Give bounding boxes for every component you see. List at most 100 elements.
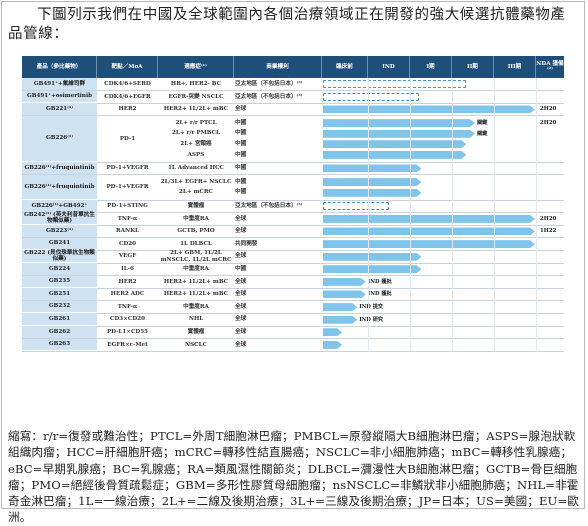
rights-cell: 全球 bbox=[235, 253, 247, 260]
progress-bar bbox=[323, 178, 421, 186]
target-cell: PD-1+VEGFR bbox=[106, 184, 149, 191]
rights-cell: 中國 bbox=[235, 151, 247, 158]
phase-divider bbox=[536, 78, 537, 352]
page-frame bbox=[1, 1, 585, 509]
pipeline-group: GB221⁽¹⁾ HER2 HER2+ 1L/2L+ mBC 全球 2H20 bbox=[22, 103, 564, 116]
progress-bar bbox=[323, 140, 466, 148]
pipeline-group: GB251 HER2 ADC HER2+ 1L/2L+ mBC 全球 IND 獲批 bbox=[22, 288, 564, 301]
header-phase2: II期 bbox=[452, 56, 494, 78]
pipeline-group: GB261 CD3×CD20 NHL 全球 IND 研究 bbox=[22, 313, 564, 326]
row-divider bbox=[22, 174, 564, 176]
asset-cell: GB226⁽¹⁾ bbox=[22, 115, 97, 163]
rights-cell: 全球 bbox=[235, 215, 247, 222]
indication-cell: 中重度RA bbox=[183, 303, 209, 310]
progress-bar bbox=[323, 240, 535, 248]
pipeline-group: GB491⁺+osimertinib CDK4/6+EGFR EGFR-突變 NSC… bbox=[22, 90, 564, 104]
target-cell: VEGF bbox=[118, 253, 137, 260]
asset-cell: GB226⁽¹⁾+fruquintinib bbox=[22, 174, 97, 200]
indication-cell: EGFR-突變 NSCLC bbox=[168, 93, 224, 100]
pipeline-group: GB235 HER2 HER2+ 1L/2L+ mBC 全球 IND 獲批 bbox=[22, 275, 564, 289]
asset-cell: GB251 bbox=[22, 288, 97, 301]
target-cell: IL-6 bbox=[121, 266, 134, 273]
progress-bar bbox=[323, 130, 475, 138]
row-divider bbox=[22, 102, 564, 104]
pipeline-group: GB262 PD-L1×CD55 實體瘤 全球 bbox=[22, 326, 564, 339]
footnote: 縮寫：r/r=復發或難治性；PTCL=外周T細胞淋巴瘤；PMBCL=原發縱隔大B… bbox=[8, 428, 580, 526]
progress-bar bbox=[323, 303, 357, 311]
indication-cell: NHL bbox=[188, 316, 204, 323]
asset-cell: GB224 bbox=[22, 263, 97, 276]
pipeline-table: 產品（參比藥物） 靶點／MoA 適應症⁽¹⁾ 商業權利 臨床前 IND I期 I… bbox=[22, 56, 564, 352]
progress-bar bbox=[323, 92, 420, 101]
progress-bar bbox=[323, 316, 357, 324]
target-cell: HER2 ADC bbox=[110, 291, 145, 298]
target-cell: CDK4/6+SERD bbox=[104, 81, 151, 88]
row-divider bbox=[22, 275, 564, 277]
target-cell: PD-1 bbox=[119, 135, 136, 142]
rights-cell: 全球 bbox=[235, 329, 247, 336]
rights-cell: 全球 bbox=[235, 106, 247, 113]
rights-cell: 全球 bbox=[235, 228, 247, 235]
table-header: 產品（參比藥物） 靶點／MoA 適應症⁽¹⁾ 商業權利 臨床前 IND I期 I… bbox=[22, 56, 564, 78]
row-divider bbox=[22, 249, 564, 251]
row-divider bbox=[22, 338, 564, 340]
row-divider bbox=[22, 350, 564, 352]
progress-bar bbox=[323, 202, 390, 211]
rights-cell: 中國 bbox=[235, 119, 247, 126]
row-divider bbox=[22, 300, 564, 302]
rights-cell: 全球 bbox=[235, 278, 247, 285]
intro-paragraph: 下圖列示我們在中國及全球範圍內各個治療領域正在開發的強大候選抗體藥物產品管線： bbox=[8, 6, 580, 44]
pipeline-group: GB222 (貝伐珠單抗生物類似藥) VEGF 2L+ GBM, 1L/2L mNS… bbox=[22, 250, 564, 263]
target-cell: CD3×CD20 bbox=[110, 316, 145, 323]
phase-divider bbox=[410, 78, 411, 352]
indication-cell: 2L+ GBM, 1L/2L mNSCLC, 1L/2L mCRC bbox=[160, 250, 232, 263]
indication-cell: 實體瘤 bbox=[187, 203, 205, 210]
progress-bar bbox=[323, 328, 342, 336]
pipeline-group: GB223⁽¹⁾ RANKL GCTB, PMO 全球 1H22 bbox=[22, 225, 564, 238]
progress-bar bbox=[323, 189, 421, 197]
progress-note: IND 獲批 bbox=[367, 278, 392, 285]
progress-note: IND 獲批 bbox=[367, 291, 392, 298]
row-divider bbox=[22, 312, 564, 314]
pipeline-group: GB232 TNF-α 中重度RA 全球 IND 提交 bbox=[22, 300, 564, 314]
rights-cell: 中國 bbox=[235, 189, 247, 196]
pipeline-group: GB242⁽¹⁾ (英夫利昔單抗生物類似藥) TNF-α 中重度RA 全球 2H20 bbox=[22, 212, 564, 226]
progress-bar bbox=[323, 119, 475, 127]
indication-cell: 2L+ r/r PMBCL bbox=[172, 130, 220, 137]
indication-cell: 2L+ 宮頸癌 bbox=[180, 141, 212, 148]
target-cell: CD20 bbox=[118, 240, 137, 247]
asset-cell: GB491⁺+osimertinib bbox=[22, 90, 97, 104]
rights-cell: 亞太地區（不包括日本）⁽³⁾ bbox=[235, 81, 303, 88]
progress-bar bbox=[323, 278, 366, 286]
progress-note: 關鍵 bbox=[476, 120, 488, 127]
asset-cell: GB226⁽¹⁾+GB492⁺ bbox=[22, 200, 97, 213]
rights-cell: 全球 bbox=[235, 303, 247, 310]
row-divider bbox=[22, 199, 564, 201]
target-cell: TNF-α bbox=[117, 303, 138, 310]
row-divider bbox=[22, 115, 564, 117]
indication-cell: 1L Advanced HCC bbox=[168, 165, 224, 172]
asset-cell: GB262 bbox=[22, 326, 97, 339]
asset-cell: GB242⁽¹⁾ (英夫利昔單抗生物類似藥) bbox=[22, 212, 97, 226]
target-cell: TNF-α bbox=[117, 215, 138, 222]
indication-cell: HER2+ 1L/2L+ mBC bbox=[163, 291, 229, 298]
nda-date: 2H20 bbox=[540, 120, 557, 127]
indication-cell: 2L+ r/r PTCL bbox=[175, 119, 217, 126]
rights-cell: 全球 bbox=[235, 341, 247, 348]
target-cell: CDK4/6+EGFR bbox=[104, 93, 151, 100]
indication-cell: 2L+ mCRC bbox=[179, 189, 213, 196]
row-divider bbox=[22, 90, 564, 92]
header-target: 靶點／MoA bbox=[97, 56, 158, 78]
target-cell: HER2 bbox=[118, 278, 137, 285]
pipeline-group: GB263 EGFR×c-Met NSCLC 全球 bbox=[22, 338, 564, 352]
progress-bar bbox=[323, 80, 467, 89]
pipeline-group: GB226⁽¹⁾+GB492⁺ PD-1+STING 實體瘤 亞太地區（不包括日本）⁽… bbox=[22, 200, 564, 213]
progress-bar bbox=[323, 164, 421, 172]
table-body: GB491⁺+氟維司群 CDK4/6+SERD HR+, HER2- BC 亞太地區（… bbox=[22, 78, 564, 352]
rights-cell: 中國 bbox=[235, 178, 247, 185]
nda-date: 2H20 bbox=[540, 106, 557, 113]
header-indication: 適應症⁽¹⁾ bbox=[158, 56, 234, 78]
row-divider bbox=[22, 224, 564, 226]
footnote-text: 縮寫：r/r=復發或難治性；PTCL=外周T細胞淋巴瘤；PMBCL=原發縱隔大B… bbox=[8, 429, 579, 525]
intro-text: 下圖列示我們在中國及全球範圍內各個治療領域正在開發的強大候選抗體藥物產品管線： bbox=[8, 7, 566, 42]
